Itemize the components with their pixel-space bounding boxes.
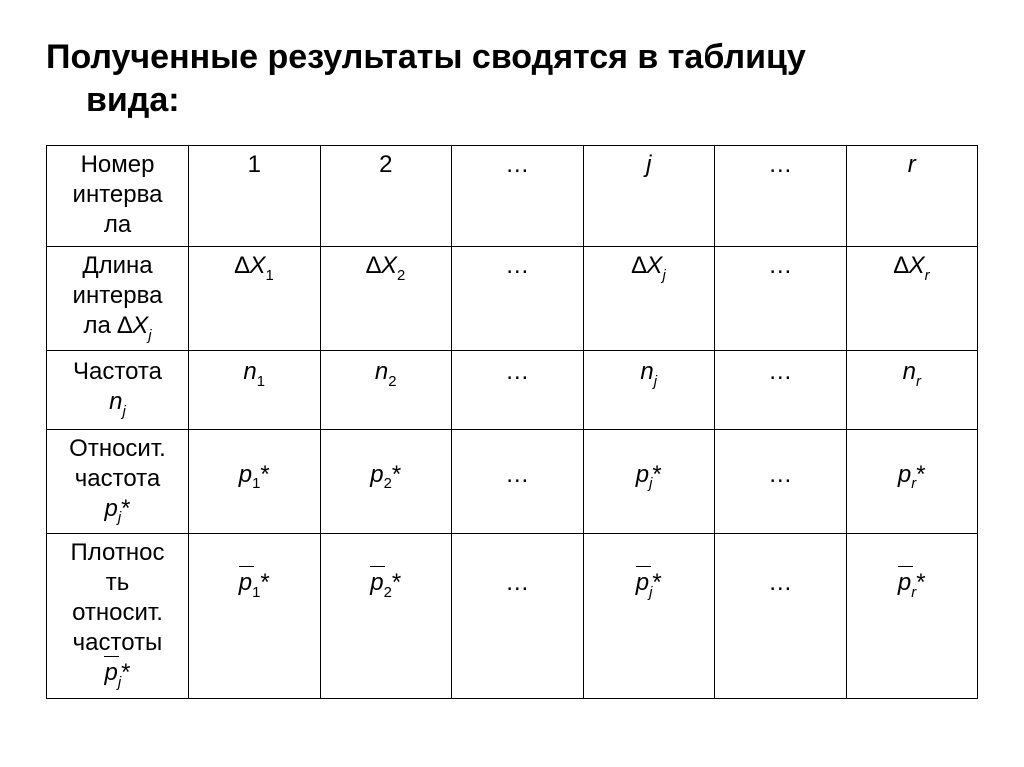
- table-row: Относит.частотаpj*p1*p2*…pj*…pr*: [47, 429, 978, 533]
- table-cell: r: [846, 146, 978, 247]
- table-cell: ∆Xj: [583, 247, 715, 351]
- table-cell: nr: [846, 351, 978, 429]
- row-header: Частотаnj: [47, 351, 189, 429]
- table-cell: …: [715, 247, 847, 351]
- table-cell: …: [452, 429, 584, 533]
- table-cell: n1: [189, 351, 321, 429]
- title-line-1: Полученные результаты сводятся в таблицу: [46, 38, 806, 76]
- table-cell: 2: [320, 146, 452, 247]
- table-cell: ∆Xr: [846, 247, 978, 351]
- table-cell: …: [452, 247, 584, 351]
- table-cell: pj*: [583, 429, 715, 533]
- title-line-2: вида:: [46, 81, 180, 119]
- table-cell: …: [715, 429, 847, 533]
- table-body: Номер интервала12…j…rДлина интервала ∆Xj…: [47, 146, 978, 699]
- row-header: Длина интервала ∆Xj: [47, 247, 189, 351]
- table-cell: pj*: [583, 534, 715, 698]
- table-row: Длина интервала ∆Xj∆X1∆X2…∆Xj…∆Xr: [47, 247, 978, 351]
- table-cell: p1*: [189, 429, 321, 533]
- table-row: Номер интервала12…j…r: [47, 146, 978, 247]
- table-cell: …: [715, 351, 847, 429]
- table-cell: …: [452, 146, 584, 247]
- table-cell: …: [452, 534, 584, 698]
- table-cell: p2*: [320, 534, 452, 698]
- table-cell: pr*: [846, 534, 978, 698]
- row-header: Номер интервала: [47, 146, 189, 247]
- table-cell: …: [715, 534, 847, 698]
- row-header: Плотностьотносит.частотыpj*: [47, 534, 189, 698]
- table-cell: nj: [583, 351, 715, 429]
- table-cell: pr*: [846, 429, 978, 533]
- table-cell: p2*: [320, 429, 452, 533]
- results-table: Номер интервала12…j…rДлина интервала ∆Xj…: [46, 145, 978, 699]
- table-cell: 1: [189, 146, 321, 247]
- table-cell: …: [715, 146, 847, 247]
- table-cell: …: [452, 351, 584, 429]
- table-cell: p1*: [189, 534, 321, 698]
- page-title: Полученные результаты сводятся в таблицу…: [46, 36, 978, 121]
- table-cell: j: [583, 146, 715, 247]
- table-row: Плотностьотносит.частотыpj*p1*p2*…pj*…pr…: [47, 534, 978, 698]
- table-cell: ∆X2: [320, 247, 452, 351]
- slide-page: Полученные результаты сводятся в таблицу…: [0, 0, 1024, 699]
- table-cell: ∆X1: [189, 247, 321, 351]
- table-cell: n2: [320, 351, 452, 429]
- table-row: Частотаnjn1n2…nj…nr: [47, 351, 978, 429]
- row-header: Относит.частотаpj*: [47, 429, 189, 533]
